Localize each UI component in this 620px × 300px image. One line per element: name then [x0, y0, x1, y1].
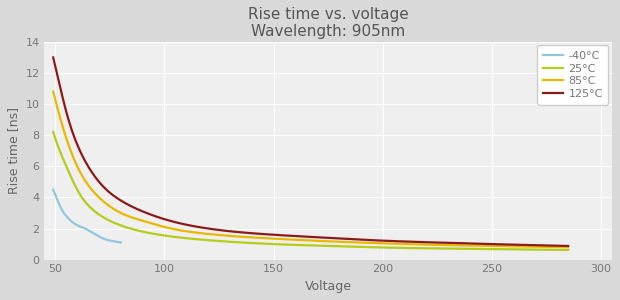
85°C [472, 244, 479, 247]
25°C [356, 245, 363, 249]
Line: -40°C: -40°C [53, 190, 121, 242]
85°C [564, 245, 572, 249]
125°C [294, 234, 301, 238]
25°C [50, 130, 57, 134]
-40°C [86, 229, 94, 233]
85°C [50, 90, 57, 94]
125°C [552, 244, 559, 247]
125°C [50, 56, 57, 59]
25°C [564, 248, 572, 252]
-40°C [82, 227, 89, 230]
125°C [328, 236, 335, 240]
X-axis label: Voltage: Voltage [304, 280, 352, 293]
Legend: -40°C, 25°C, 85°C, 125°C: -40°C, 25°C, 85°C, 125°C [538, 45, 608, 105]
-40°C [50, 188, 57, 191]
125°C [356, 238, 363, 242]
-40°C [105, 238, 112, 242]
Line: 85°C: 85°C [53, 92, 568, 247]
-40°C [117, 241, 125, 244]
125°C [564, 244, 572, 248]
Title: Rise time vs. voltage
Wavelength: 905nm: Rise time vs. voltage Wavelength: 905nm [248, 7, 409, 39]
Line: 25°C: 25°C [53, 132, 568, 250]
-40°C [90, 232, 97, 235]
85°C [294, 238, 301, 242]
25°C [328, 244, 335, 248]
85°C [328, 240, 335, 243]
25°C [472, 247, 479, 251]
Line: 125°C: 125°C [53, 58, 568, 246]
125°C [297, 235, 304, 238]
-40°C [82, 227, 89, 230]
25°C [552, 248, 559, 252]
85°C [552, 245, 559, 249]
-40°C [115, 240, 123, 244]
85°C [356, 241, 363, 244]
25°C [297, 243, 304, 247]
125°C [472, 242, 479, 245]
85°C [297, 238, 304, 242]
Y-axis label: Rise time [ns]: Rise time [ns] [7, 107, 20, 194]
25°C [294, 243, 301, 247]
